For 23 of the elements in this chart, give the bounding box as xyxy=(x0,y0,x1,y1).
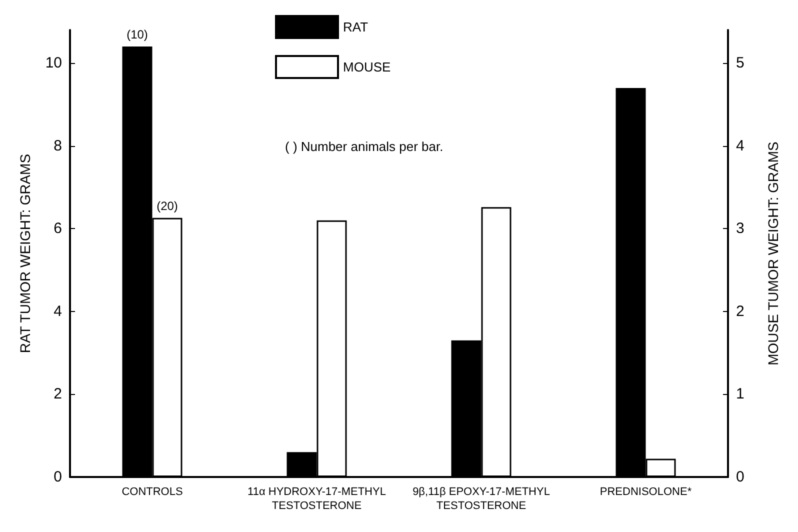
y-tick-label: 8 xyxy=(54,137,62,154)
annotation: ( ) Number animals per bar. xyxy=(285,139,444,154)
y-tick-label: 0 xyxy=(54,468,62,486)
y-tick-label: 10 xyxy=(45,54,62,72)
y2-tick-label: 1 xyxy=(736,386,744,403)
y2-tick-label: 3 xyxy=(736,220,744,238)
y2-tick-label: 0 xyxy=(736,468,744,486)
x-tick-label: CONTROLS xyxy=(122,486,183,498)
x-tick-label: 11α HYDROXY-17-METHYL TESTOSTERONE xyxy=(248,486,386,512)
y2-tick-label: 4 xyxy=(736,137,744,154)
y-tick-label: 4 xyxy=(54,302,62,320)
annotation: (10) xyxy=(126,28,148,42)
legend-label: MOUSE xyxy=(343,60,391,74)
y-tick-label: 2 xyxy=(54,386,62,403)
y-axis-title: RAT TUMOR WEIGHT: GRAMS xyxy=(17,154,33,354)
y2-tick-label: 2 xyxy=(736,302,744,320)
y2-axis-title: MOUSE TUMOR WEIGHT: GRAMS xyxy=(765,142,781,366)
y2-tick-label: 5 xyxy=(736,54,744,72)
annotation: (20) xyxy=(156,198,178,213)
y-tick-label: 6 xyxy=(54,220,62,238)
legend-label: RAT xyxy=(343,20,368,34)
x-tick-label: PREDNISOLONE* xyxy=(600,486,692,498)
x-tick-label: 9β,11β EPOXY-17-METHYL TESTOSTERONE xyxy=(412,486,550,512)
